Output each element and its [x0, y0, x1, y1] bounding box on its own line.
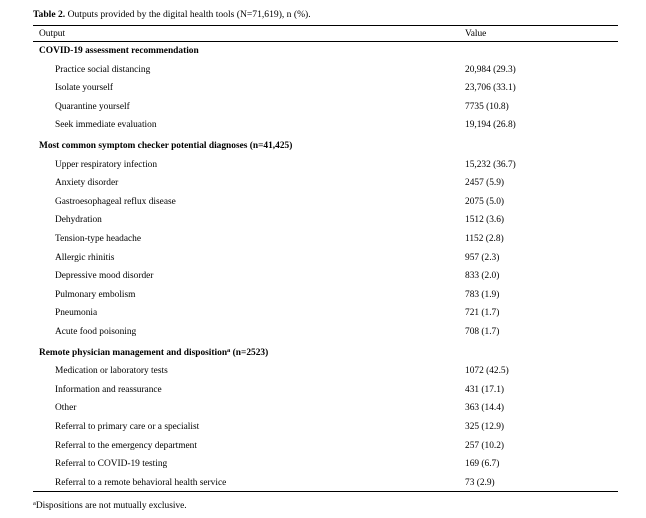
row-label: Acute food poisoning [55, 327, 137, 337]
row-value: 721 (1.7) [465, 308, 500, 319]
row-label: Gastroesophageal reflux disease [55, 196, 176, 207]
row-value: 1152 (2.8) [465, 234, 504, 244]
row-value: 1072 (42.5) [465, 366, 509, 377]
row-value: 169 (6.7) [465, 459, 500, 470]
table-bottom-rule [33, 491, 618, 492]
section-heading-label: COVID-19 assessment recommendation [39, 45, 199, 57]
footnote-marker: a [33, 500, 36, 507]
row-label: Practice social distancing [55, 64, 151, 75]
row-label: Referral to COVID-19 testing [55, 459, 168, 470]
row-label: Tension-type headache [55, 234, 142, 244]
row-label: Anxiety disorder [55, 178, 119, 189]
row-label: Medication or laboratory tests [55, 366, 168, 377]
row-value: 2457 (5.9) [465, 178, 505, 189]
section-count: (n=2523) [230, 347, 269, 358]
row-value: 257 (10.2) [465, 440, 505, 451]
row-value: 363 (14.4) [465, 403, 505, 414]
row-label: Referral to primary care or a specialist [55, 422, 200, 432]
row-value: 23,706 (33.1) [465, 83, 516, 94]
table-footnote: aDispositions are not mutually exclusive… [33, 500, 187, 511]
table-header-rule [33, 41, 618, 42]
row-value: 708 (1.7) [465, 327, 500, 337]
row-value: 957 (2.3) [465, 252, 500, 263]
row-label: Other [55, 403, 77, 414]
row-label: Referral to a remote behavioral health s… [55, 477, 227, 488]
row-label: Depressive mood disorder [55, 271, 154, 282]
row-value: 19,194 (26.8) [465, 120, 516, 131]
row-label: Allergic rhinitis [55, 252, 115, 263]
table-title: Outputs provided by the digital health t… [65, 9, 311, 20]
column-header-output: Output [39, 29, 66, 39]
section-title: Remote physician management and disposit… [39, 347, 228, 358]
row-label: Referral to the emergency department [55, 440, 197, 451]
table-top-rule [33, 25, 618, 26]
row-value: 2075 (5.0) [465, 196, 505, 207]
row-label: Upper respiratory infection [55, 159, 158, 170]
row-label: Quarantine yourself [55, 101, 130, 112]
table-number: Table 2. [33, 9, 66, 20]
row-value: 15,232 (36.7) [465, 159, 516, 170]
row-label: Pneumonia [55, 308, 98, 319]
section-title: COVID-19 assessment recommendation [39, 46, 199, 56]
row-label: Information and reassurance [55, 384, 162, 395]
row-label: Dehydration [55, 215, 102, 226]
row-value: 20,984 (29.3) [465, 64, 516, 75]
row-value: 1512 (3.6) [465, 215, 505, 226]
row-value: 7735 (10.8) [465, 101, 509, 112]
row-label: Seek immediate evaluation [55, 120, 157, 131]
section-heading-label: Most common symptom checker potential di… [39, 140, 292, 152]
column-header-value: Value [465, 29, 487, 39]
table-caption: Table 2. Outputs provided by the digital… [33, 9, 311, 20]
row-value: 833 (2.0) [465, 271, 500, 282]
row-value: 325 (12.9) [465, 422, 505, 432]
row-value: 73 (2.9) [465, 477, 495, 488]
row-label: Pulmonary embolism [55, 289, 136, 300]
row-value: 783 (1.9) [465, 289, 500, 300]
section-title: Most common symptom checker potential di… [39, 141, 293, 151]
section-heading-label: Remote physician management and disposit… [39, 347, 268, 359]
row-value: 431 (17.1) [465, 384, 505, 395]
footnote-text: Dispositions are not mutually exclusive. [35, 501, 187, 511]
row-label: Isolate yourself [55, 83, 114, 94]
section-footnote-marker: a [227, 346, 231, 354]
